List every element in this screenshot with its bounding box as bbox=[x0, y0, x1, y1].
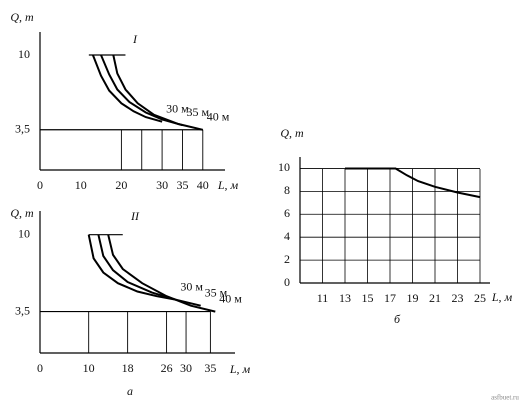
x-tick-label: 23 bbox=[452, 291, 464, 305]
x-tick-label: 26 bbox=[161, 361, 173, 375]
x-tick-label: 13 bbox=[339, 291, 351, 305]
curve-label: 35 м bbox=[205, 285, 228, 299]
watermark: asfbuet.ru bbox=[491, 394, 519, 402]
y-tick-label: 10 bbox=[278, 160, 290, 174]
x-tick-label: 20 bbox=[115, 178, 127, 192]
x-tick-label: 0 bbox=[37, 178, 43, 192]
curve bbox=[100, 54, 183, 127]
curve bbox=[91, 54, 163, 123]
y-tick-label: 0 bbox=[284, 275, 290, 289]
curve bbox=[87, 234, 177, 301]
x-tick-label: 30 bbox=[180, 361, 192, 375]
y-tick-label: 6 bbox=[284, 206, 290, 220]
x-tick-label: 17 bbox=[384, 291, 396, 305]
x-tick-label: 21 bbox=[429, 291, 441, 305]
y-tick-label: 10 bbox=[18, 47, 30, 61]
x-tick-label: 11 bbox=[317, 291, 329, 305]
chart-title: II bbox=[130, 209, 140, 223]
caption: б bbox=[394, 312, 401, 326]
x-tick-label: 10 bbox=[75, 178, 87, 192]
curve bbox=[112, 54, 204, 131]
x-tick-label: 18 bbox=[122, 361, 134, 375]
curve-label: 40 м bbox=[207, 110, 230, 124]
curve-label: 35 м bbox=[186, 105, 209, 119]
y-tick-label: 10 bbox=[18, 226, 30, 240]
y-tick-label: 2 bbox=[284, 252, 290, 266]
curve-label: 30 м bbox=[180, 280, 203, 294]
x-tick-label: 10 bbox=[83, 361, 95, 375]
curve bbox=[107, 234, 216, 313]
x-axis-label: L, м bbox=[217, 178, 239, 192]
x-tick-label: 30 bbox=[156, 178, 168, 192]
x-tick-label: 40 bbox=[197, 178, 209, 192]
y-axis-label: Q, т bbox=[10, 10, 34, 24]
x-tick-label: 15 bbox=[362, 291, 374, 305]
x-tick-label: 35 bbox=[176, 178, 188, 192]
y-tick-label: 4 bbox=[284, 229, 290, 243]
curve-label: 40 м bbox=[219, 291, 242, 305]
y-tick-label: 3,5 bbox=[15, 122, 30, 136]
x-tick-label: 25 bbox=[474, 291, 486, 305]
curve bbox=[345, 167, 481, 199]
chart-title: I bbox=[132, 32, 138, 46]
y-axis-label: Q, т bbox=[280, 126, 304, 140]
x-tick-label: 0 bbox=[37, 361, 43, 375]
y-axis-label: Q, т bbox=[10, 206, 34, 220]
x-tick-label: 19 bbox=[407, 291, 419, 305]
y-tick-label: 8 bbox=[284, 183, 290, 197]
x-axis-label: L, м bbox=[229, 362, 251, 376]
x-axis-label: L, м bbox=[491, 290, 513, 304]
y-tick-label: 3,5 bbox=[15, 303, 30, 317]
curve-label: 30 м bbox=[166, 101, 189, 115]
x-tick-label: 35 bbox=[204, 361, 216, 375]
caption: а bbox=[127, 384, 133, 398]
